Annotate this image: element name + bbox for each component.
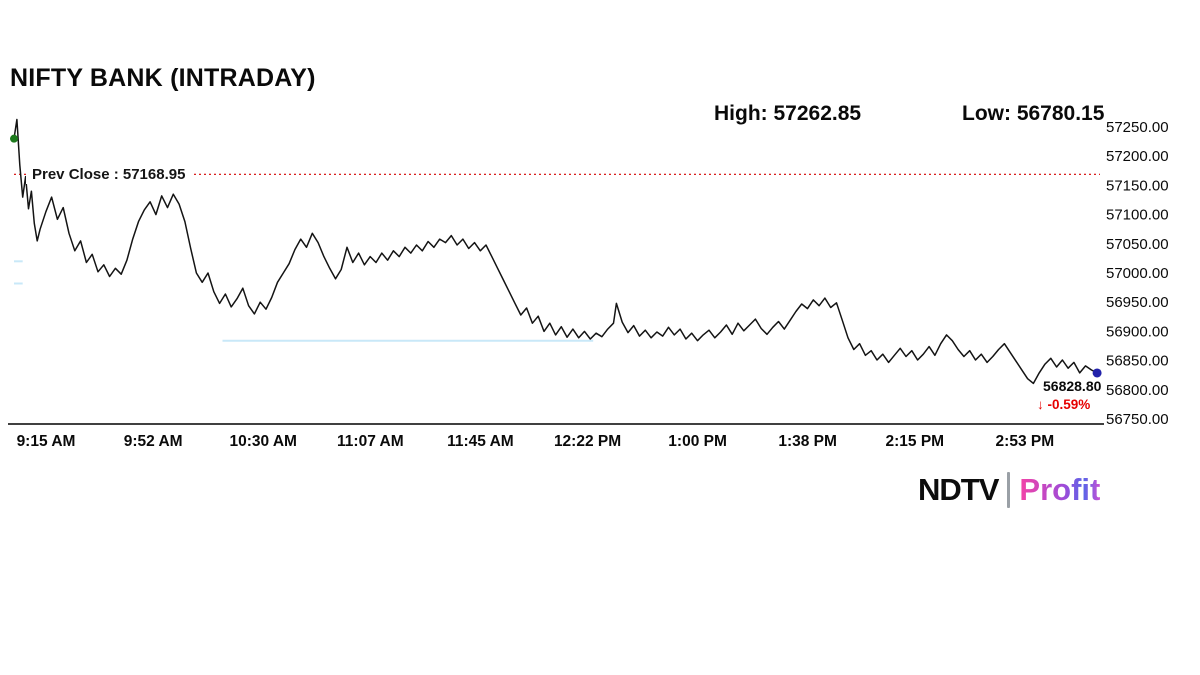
x-axis-tick-label: 12:22 PM bbox=[554, 433, 621, 450]
y-axis-tick-label: 57150.00 bbox=[1106, 177, 1169, 194]
last-price-label: 56828.80 bbox=[1041, 378, 1104, 394]
x-axis-tick-label: 1:00 PM bbox=[668, 433, 727, 450]
x-axis-tick-label: 9:52 AM bbox=[124, 433, 183, 450]
logo-separator bbox=[1007, 472, 1011, 508]
intraday-chart: 9:15 AM 9:52 AM 10:30 AM 11:07 AM 11:45 AM 12… bbox=[8, 118, 1169, 450]
y-axis-tick-label: 57200.00 bbox=[1106, 148, 1169, 165]
high-value: High: 57262.85 bbox=[714, 102, 862, 125]
y-axis-tick-label: 56900.00 bbox=[1106, 323, 1169, 340]
open-marker-dot bbox=[10, 134, 18, 143]
x-axis-tick-label: 11:45 AM bbox=[447, 433, 514, 450]
y-axis-tick-label: 57050.00 bbox=[1106, 236, 1169, 253]
y-axis-tick-label: 57100.00 bbox=[1106, 207, 1169, 224]
ndtv-wordmark: NDTV bbox=[918, 472, 999, 507]
x-axis-tick-label: 11:07 AM bbox=[337, 433, 404, 450]
profit-wordmark: Profit bbox=[1019, 472, 1101, 507]
y-axis-tick-label: 57250.00 bbox=[1106, 119, 1169, 136]
y-axis-tick-label: 56750.00 bbox=[1106, 411, 1169, 428]
x-axis-tick-label: 1:38 PM bbox=[778, 433, 837, 450]
y-axis-tick-label: 56800.00 bbox=[1106, 382, 1169, 399]
x-axis-tick-label: 9:15 AM bbox=[17, 433, 76, 450]
low-value: Low: 56780.15 bbox=[962, 102, 1105, 125]
y-axis-tick-label: 56850.00 bbox=[1106, 353, 1169, 370]
x-axis-tick-label: 2:53 PM bbox=[996, 433, 1055, 450]
x-axis-tick-label: 10:30 AM bbox=[229, 433, 296, 450]
price-change-label: ↓ -0.59% bbox=[1037, 397, 1091, 412]
chart-title: NIFTY BANK (INTRADAY) bbox=[10, 64, 316, 92]
y-axis-tick-label: 57000.00 bbox=[1106, 265, 1169, 282]
y-axis-tick-label: 56950.00 bbox=[1106, 294, 1169, 311]
x-axis-tick-label: 2:15 PM bbox=[886, 433, 945, 450]
ndtv-profit-logo: NDTV Profit bbox=[918, 472, 1100, 508]
price-line bbox=[13, 118, 1098, 385]
prev-close-label: Prev Close : 57168.95 bbox=[26, 165, 192, 184]
last-price-dot bbox=[1092, 368, 1102, 378]
